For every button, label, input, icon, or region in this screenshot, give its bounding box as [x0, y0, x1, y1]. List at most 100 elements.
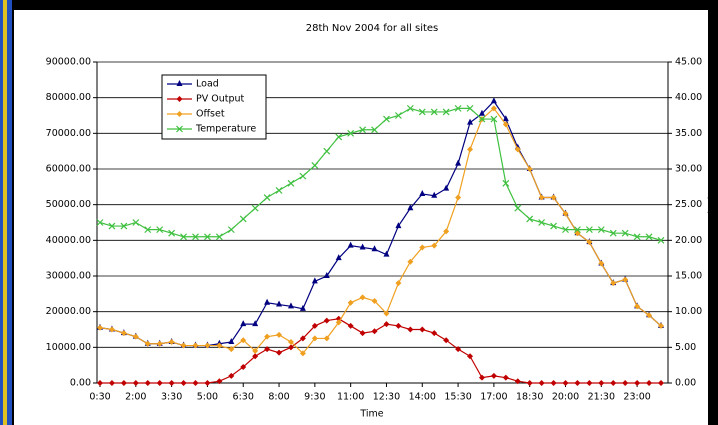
marker — [621, 229, 629, 237]
marker — [359, 330, 366, 337]
marker — [192, 342, 199, 349]
y-tick-label: 30000.00 — [46, 271, 91, 282]
y-tick-label: 90000.00 — [46, 57, 91, 68]
marker — [299, 172, 307, 180]
marker — [502, 115, 509, 122]
marker — [204, 342, 211, 349]
x-tick-label: 17:00 — [480, 392, 507, 403]
marker — [228, 346, 235, 353]
marker — [299, 304, 306, 311]
marker — [478, 109, 485, 116]
legend: Load PV Output Offset Temperature — [161, 74, 267, 140]
marker — [311, 335, 318, 342]
y2-tick-label: 45.00 — [675, 57, 702, 68]
marker — [96, 219, 104, 226]
marker — [455, 346, 462, 353]
marker — [263, 194, 271, 201]
y-tick-label: 70000.00 — [46, 128, 91, 139]
marker — [562, 226, 569, 234]
marker — [359, 126, 367, 134]
marker — [287, 179, 295, 187]
marker — [323, 317, 330, 324]
legend-label: Load — [196, 79, 219, 90]
marker — [299, 335, 306, 342]
marker — [586, 380, 593, 386]
marker — [323, 335, 330, 342]
marker — [478, 115, 486, 123]
marker — [550, 194, 557, 201]
marker — [431, 191, 438, 198]
marker — [371, 126, 378, 134]
y2-tick-label: 35.00 — [675, 128, 702, 139]
marker — [347, 322, 354, 329]
marker — [430, 108, 438, 116]
x-tick-label: 5:00 — [197, 392, 218, 403]
marker — [132, 380, 139, 386]
marker — [216, 342, 223, 349]
marker — [526, 166, 533, 172]
y2-tick-label: 20.00 — [675, 235, 702, 246]
y-tick-label: 40000.00 — [46, 235, 91, 246]
marker — [180, 380, 187, 386]
marker — [658, 380, 664, 386]
marker — [347, 241, 354, 248]
marker — [227, 226, 235, 234]
marker — [251, 204, 259, 212]
y-tick-label: 60000.00 — [46, 164, 91, 175]
y2-tick-label: 25.00 — [675, 199, 702, 210]
marker — [610, 280, 617, 287]
marker — [371, 297, 378, 304]
legend-label: Temperature — [195, 124, 256, 135]
marker — [180, 342, 187, 349]
chart-panel — [14, 10, 708, 425]
marker — [490, 115, 498, 123]
marker — [490, 372, 497, 379]
marker — [538, 194, 545, 201]
marker — [108, 380, 115, 386]
marker — [586, 239, 593, 246]
marker — [276, 349, 283, 356]
marker — [275, 186, 283, 194]
y2-tick-label: 40.00 — [675, 92, 702, 103]
marker — [407, 326, 414, 333]
marker — [371, 328, 378, 335]
marker — [490, 105, 497, 112]
marker — [514, 204, 522, 212]
marker — [264, 298, 271, 305]
marker — [455, 194, 462, 201]
marker — [176, 125, 183, 133]
marker — [646, 312, 653, 319]
marker — [156, 380, 163, 386]
y2-tick-label: 15.00 — [675, 271, 702, 282]
x-tick-label: 2:00 — [125, 392, 146, 403]
marker — [240, 320, 247, 327]
x-tick-label: 3:30 — [161, 392, 182, 403]
marker — [634, 303, 641, 310]
marker — [323, 147, 331, 155]
marker — [454, 104, 462, 112]
marker — [108, 326, 115, 333]
marker — [431, 242, 438, 249]
marker — [538, 380, 545, 386]
marker — [526, 215, 534, 223]
marker — [455, 159, 462, 166]
marker — [335, 319, 342, 326]
y2-tick-label: 0.00 — [675, 378, 696, 389]
marker — [299, 350, 306, 357]
marker — [204, 233, 211, 241]
marker — [156, 226, 164, 234]
marker — [622, 380, 629, 386]
marker — [574, 380, 581, 386]
marker — [395, 222, 402, 229]
marker — [562, 380, 569, 386]
x-tick-label: 15:30 — [444, 392, 471, 403]
marker — [168, 338, 175, 345]
y-tick-label: 0.00 — [70, 378, 91, 389]
marker — [252, 353, 259, 360]
marker — [418, 108, 426, 116]
marker — [264, 346, 271, 353]
marker — [634, 380, 641, 386]
marker — [443, 228, 450, 235]
x-tick-label: 9:30 — [304, 392, 325, 403]
